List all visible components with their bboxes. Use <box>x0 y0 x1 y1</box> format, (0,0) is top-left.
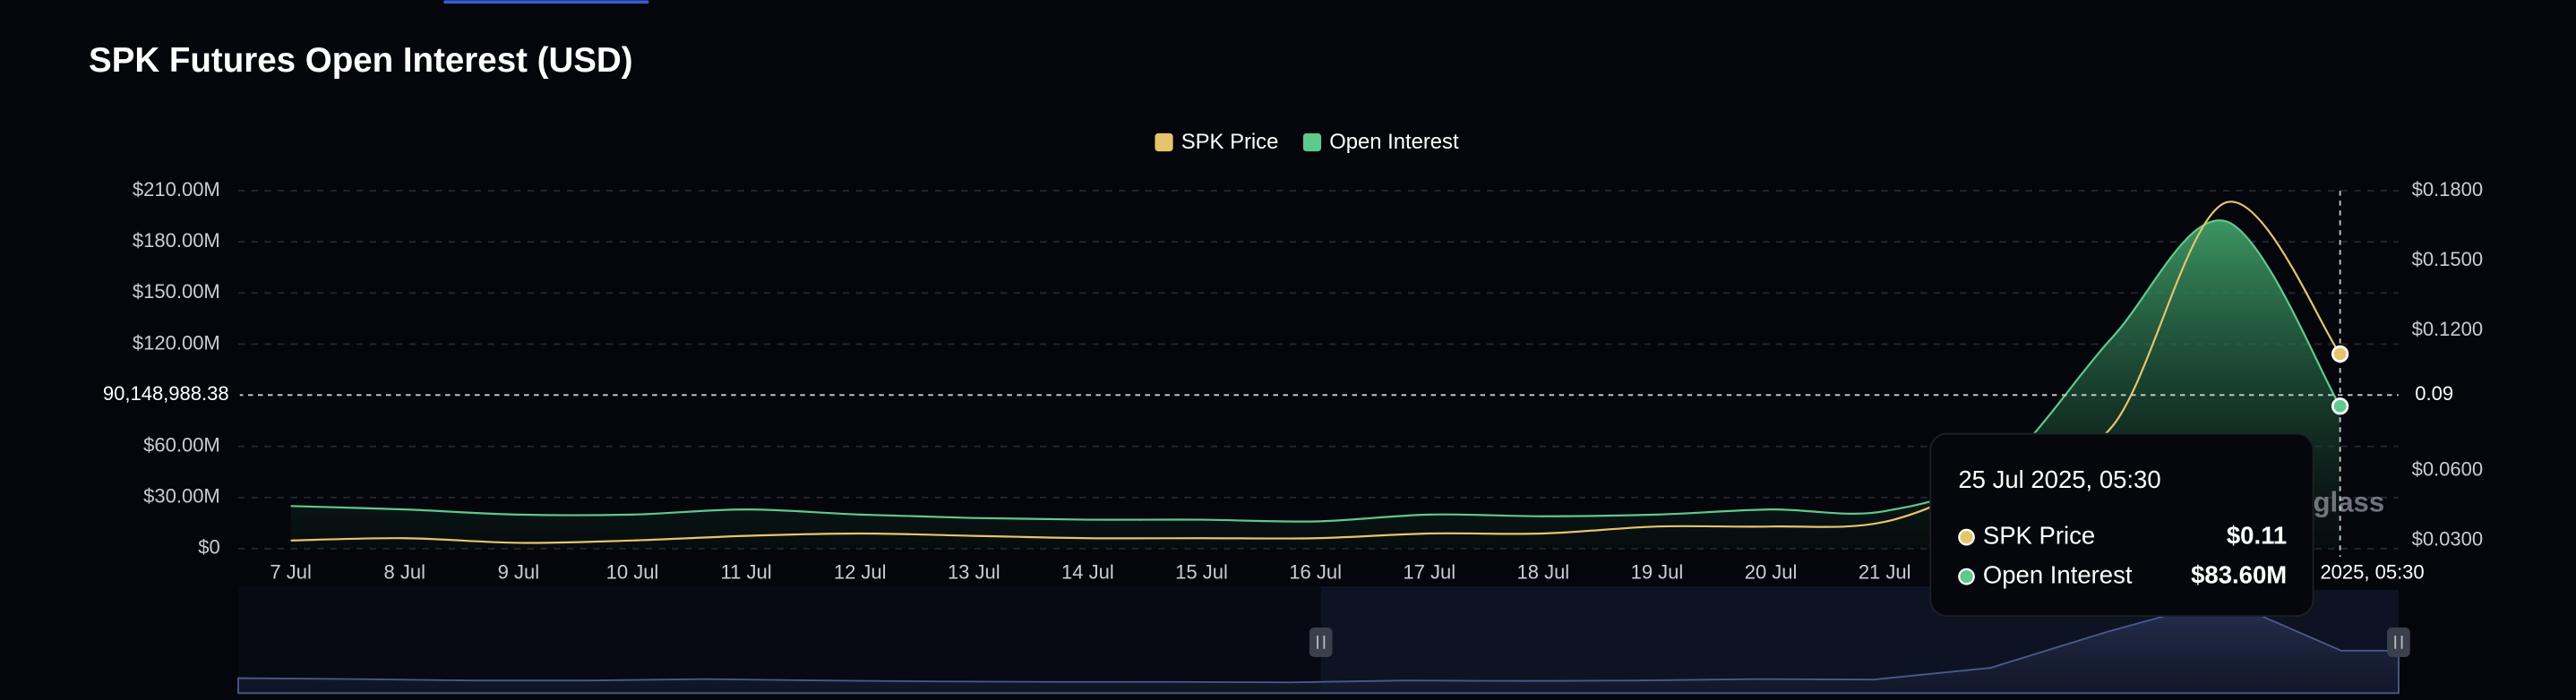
x-tick-label: 15 Jul <box>1175 560 1228 583</box>
navigator-handle[interactable] <box>1309 627 1333 657</box>
crosshair-label-bg <box>91 378 240 412</box>
x-tick-label: 12 Jul <box>834 560 887 583</box>
crosshair-label-bg <box>2308 557 2440 590</box>
x-tick-label: 14 Jul <box>1061 560 1114 583</box>
crosshair-x-label: 2025, 05:30 <box>2320 560 2424 583</box>
x-tick-label: 21 Jul <box>1859 560 1911 583</box>
navigator-area <box>237 599 2400 695</box>
hover-dot <box>2331 345 2349 363</box>
x-tick-label: 16 Jul <box>1289 560 1342 583</box>
legend-label: Open Interest <box>1329 130 1459 154</box>
tooltip: 25 Jul 2025, 05:30 SPK Price $0.11 Open Int… <box>1929 432 2314 618</box>
tooltip-dot <box>1958 528 1975 546</box>
tooltip-value: $0.11 <box>2227 521 2287 549</box>
x-tick-label: 19 Jul <box>1631 560 1684 583</box>
hover-dot <box>2331 397 2349 415</box>
x-tick-label: 11 Jul <box>721 560 772 583</box>
y-tick-label: $150.00M <box>133 280 220 303</box>
crosshair-y2-label: 0.09 <box>2415 382 2453 405</box>
legend-swatch <box>1302 132 1322 152</box>
tab-indicator <box>443 0 649 4</box>
tooltip-title: 25 Jul 2025, 05:30 <box>1958 465 2160 493</box>
y-tick-label: $0 <box>198 536 219 559</box>
tooltip-dot <box>1958 568 1975 585</box>
y2-tick-label: $0.1800 <box>2412 178 2484 201</box>
line <box>290 219 2341 523</box>
x-tick-label: 20 Jul <box>1745 560 1798 583</box>
x-tick-label: 18 Jul <box>1516 560 1569 583</box>
tooltip-value: $83.60M <box>2191 560 2287 588</box>
x-tick-label: 8 Jul <box>384 560 425 583</box>
y2-tick-label: $0.0600 <box>2412 457 2484 480</box>
watermark: glass <box>2314 487 2385 518</box>
tooltip-bg <box>1929 432 2314 618</box>
y2-tick-label: $0.1500 <box>2412 248 2484 270</box>
y-tick-label: $60.00M <box>143 434 220 457</box>
crosshair-y-label: 90,148,988.38 <box>103 382 229 405</box>
page-title: SPK Futures Open Interest (USD) <box>89 41 633 80</box>
tooltip-name: Open Interest <box>1983 560 2133 588</box>
y-tick-label: $120.00M <box>133 331 220 354</box>
x-tick-label: 10 Jul <box>606 560 659 583</box>
legend-label: SPK Price <box>1181 130 1279 154</box>
y-tick-label: $180.00M <box>133 229 220 252</box>
x-tick-label: 13 Jul <box>948 560 1000 583</box>
y-tick-label: $210.00M <box>133 178 220 201</box>
y-tick-label: $30.00M <box>143 485 220 508</box>
y2-tick-label: $0.1200 <box>2412 318 2484 340</box>
x-tick-label: 9 Jul <box>498 560 539 583</box>
crosshair-label-bg <box>2401 384 2468 417</box>
y2-tick-label: $0.0300 <box>2412 528 2484 551</box>
legend-swatch <box>1155 132 1173 152</box>
navigator-handle[interactable] <box>2387 627 2410 657</box>
x-tick-label: 17 Jul <box>1403 560 1455 583</box>
x-tick-label: 7 Jul <box>270 560 311 583</box>
tooltip-name: SPK Price <box>1983 521 2095 549</box>
